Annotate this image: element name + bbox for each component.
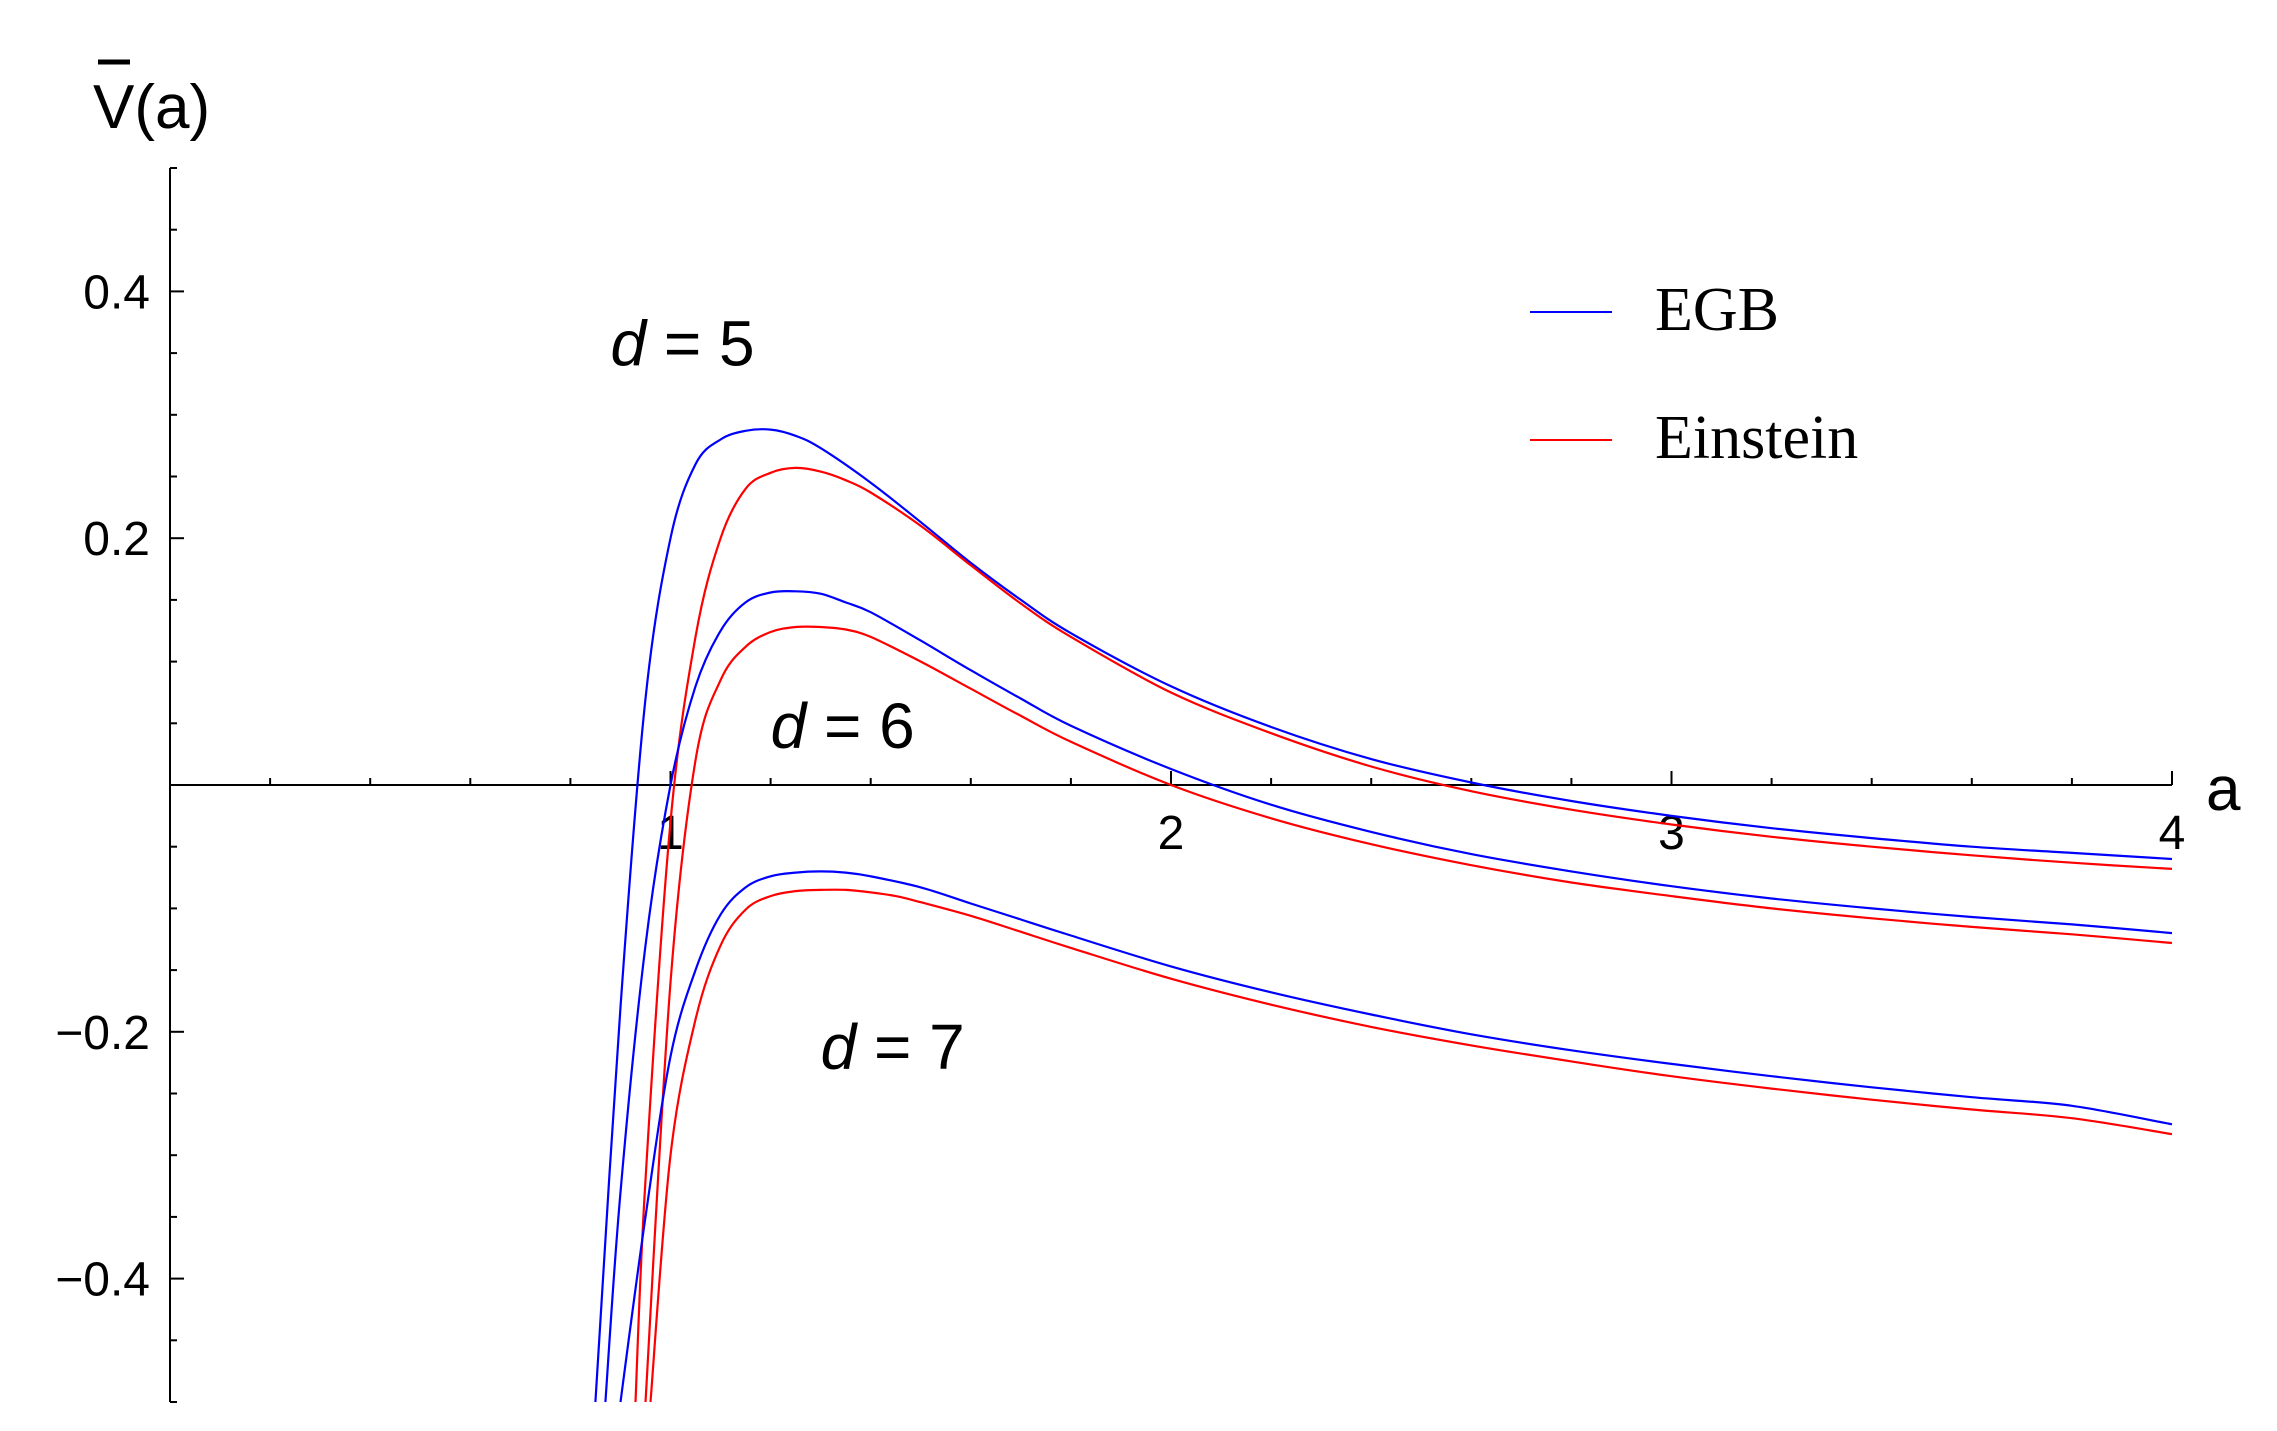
legend: EGB Einstein <box>1530 276 1858 472</box>
annotation-d5: d = 5 <box>610 307 754 379</box>
y-minor-ticks <box>170 167 177 1403</box>
series-line-einstein-d6 <box>644 625 2173 1403</box>
x-tick-label: 2 <box>1158 807 1185 860</box>
series-line-egb-d5 <box>594 428 2173 1403</box>
y-ticks: 0.4 0.2 −0.2 −0.4 <box>55 266 184 1307</box>
legend-label-einstein: Einstein <box>1655 404 1858 472</box>
y-tick-label: 0.2 <box>83 513 150 566</box>
x-axis-label: a <box>2206 755 2241 824</box>
y-axis-label-text: V(a) <box>93 73 210 142</box>
x-tick-label: 4 <box>2159 807 2186 860</box>
series-line-egb-d6 <box>604 589 2173 1403</box>
annotation-d6: d = 6 <box>771 690 915 762</box>
y-tick-label: 0.4 <box>83 266 150 319</box>
annotations: d = 5 d = 6 d = 7 <box>610 307 964 1082</box>
series-line-egb-d7 <box>619 870 2173 1403</box>
annotation-d7: d = 7 <box>821 1011 965 1083</box>
curves <box>594 428 2173 1403</box>
y-axis-label: V(a) <box>93 59 210 142</box>
y-tick-label: −0.4 <box>55 1254 150 1307</box>
series-line-einstein-d5 <box>634 466 2173 1403</box>
series-line-einstein-d7 <box>649 888 2173 1403</box>
legend-label-egb: EGB <box>1655 276 1779 344</box>
y-tick-label: −0.2 <box>55 1007 150 1060</box>
